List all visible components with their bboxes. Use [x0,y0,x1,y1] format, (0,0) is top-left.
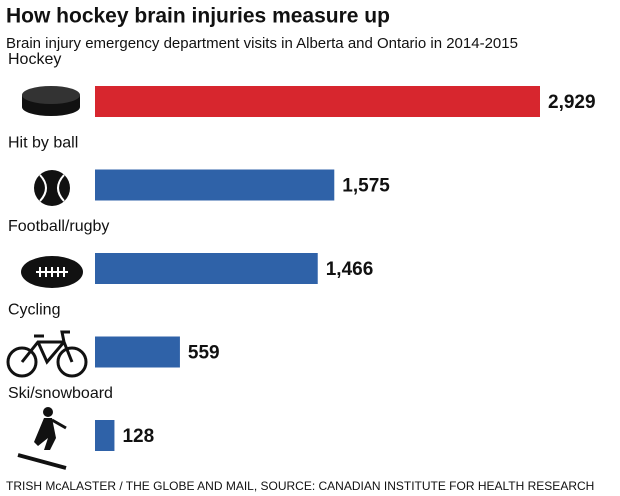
bar [95,420,115,451]
value-label: 1,575 [342,176,390,197]
icons [6,86,88,470]
category-label: Football/rugby [8,218,109,235]
bar [95,169,335,201]
bar [95,336,180,368]
value-label: 1,466 [326,259,374,280]
bar [95,86,540,117]
ball-icon [34,170,70,206]
value-label: 2,929 [548,92,596,113]
category-label: Ski/snowboard [8,385,113,402]
bar [95,253,318,284]
chart-title: How hockey brain injuries measure up [6,5,390,28]
puck-icon [22,86,80,116]
chart-subtitle: Brain injury emergency department visits… [6,35,518,52]
category-label: Cycling [8,302,60,319]
football-icon [21,256,83,288]
value-label: 559 [188,343,220,364]
skier-icon [17,407,67,470]
source: TRISH McALASTER / THE GLOBE AND MAIL, SO… [6,479,594,493]
category-label: Hit by ball [8,135,78,152]
category-label: Hockey [8,51,61,68]
value-label: 128 [122,426,154,447]
bicycle-icon [6,330,88,378]
